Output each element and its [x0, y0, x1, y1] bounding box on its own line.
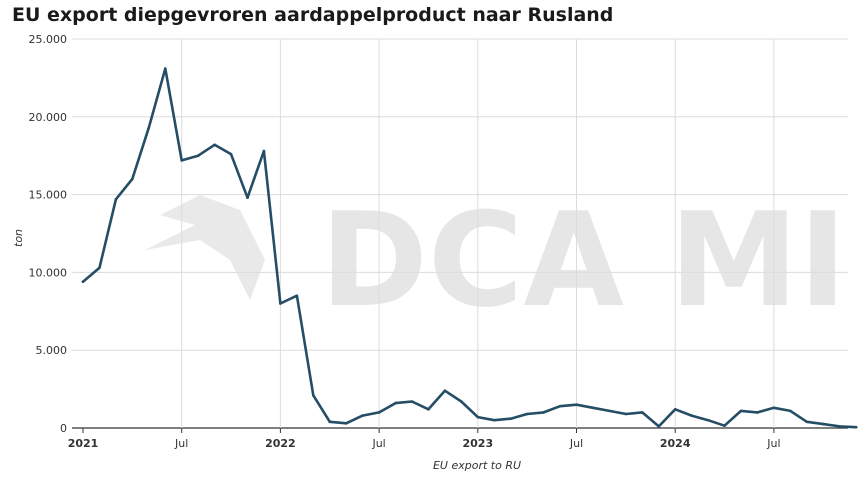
- data-point: [789, 409, 792, 413]
- data-point: [180, 159, 183, 162]
- y-axis-label: ton: [12, 229, 25, 247]
- data-point: [114, 197, 118, 201]
- y-tick-label: 15.000: [29, 189, 68, 202]
- x-tick-label: 2021: [68, 437, 99, 450]
- data-point: [575, 403, 578, 406]
- data-point: [723, 424, 726, 427]
- data-point: [591, 406, 595, 410]
- data-point: [394, 401, 397, 405]
- x-tick-label: Jul: [371, 437, 385, 450]
- data-point: [344, 422, 348, 425]
- series-line: [81, 67, 858, 429]
- data-point: [163, 67, 167, 70]
- y-tick-label: 25.000: [29, 33, 68, 46]
- data-point: [196, 154, 200, 157]
- data-point: [131, 177, 134, 181]
- data-point: [377, 411, 381, 414]
- data-point: [410, 400, 414, 403]
- x-tick-label: Jul: [569, 437, 583, 450]
- data-point: [706, 418, 710, 422]
- x-tick-label: 2022: [265, 437, 296, 450]
- data-point: [147, 126, 151, 129]
- x-tick-label: Jul: [766, 437, 780, 450]
- data-point: [756, 411, 759, 414]
- data-point: [673, 408, 677, 411]
- data-point: [98, 266, 101, 270]
- y-tick-label: 20.000: [29, 111, 68, 124]
- data-point: [213, 143, 216, 147]
- y-tick-label: 0: [60, 422, 67, 435]
- data-point: [690, 414, 693, 417]
- x-axis-label: EU export to RU: [433, 459, 521, 472]
- data-point: [476, 415, 480, 419]
- data-point: [246, 196, 249, 200]
- watermark: DCA MI: [145, 184, 847, 336]
- data-point: [262, 149, 266, 153]
- data-point: [772, 406, 776, 410]
- x-tick-label: 2024: [660, 437, 691, 450]
- data-point: [805, 420, 809, 424]
- data-point: [558, 404, 562, 408]
- x-tick-label: 2023: [462, 437, 493, 450]
- data-point: [328, 420, 332, 424]
- watermark-text: DCA MI: [320, 184, 847, 336]
- data-point: [525, 412, 529, 416]
- data-point: [821, 422, 825, 426]
- data-point: [641, 411, 644, 414]
- y-tick-label: 5.000: [36, 344, 68, 357]
- y-tick-label: 10.000: [29, 266, 68, 279]
- x-tick-label: Jul: [174, 437, 188, 450]
- data-point: [312, 394, 315, 397]
- data-point: [657, 425, 661, 428]
- data-point: [279, 302, 282, 305]
- data-point: [81, 280, 85, 284]
- data-point: [608, 409, 611, 413]
- data-point: [542, 411, 545, 414]
- data-point: [624, 412, 628, 416]
- data-point: [739, 409, 743, 413]
- data-point: [361, 414, 364, 417]
- data-point: [427, 408, 430, 411]
- data-point: [509, 417, 512, 420]
- data-point: [229, 152, 233, 156]
- data-point: [295, 294, 299, 298]
- data-point: [838, 425, 841, 428]
- data-point: [854, 425, 858, 429]
- data-point: [443, 389, 447, 392]
- watermark-logo: [145, 195, 265, 300]
- data-point: [492, 418, 496, 422]
- chart-title: EU export diepgevroren aardappelproduct …: [12, 4, 614, 26]
- data-point: [460, 400, 463, 403]
